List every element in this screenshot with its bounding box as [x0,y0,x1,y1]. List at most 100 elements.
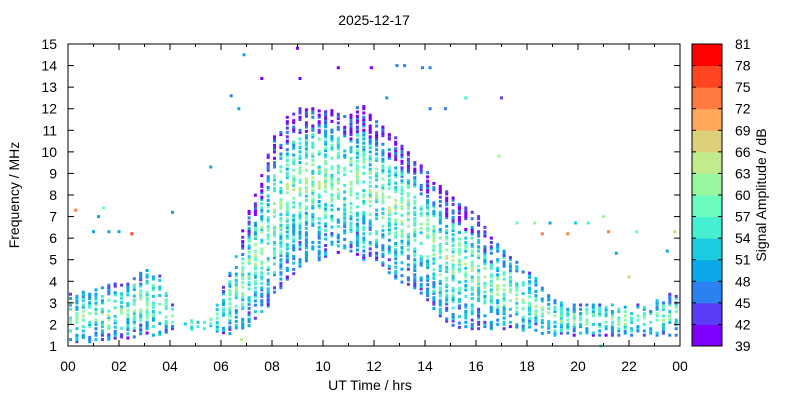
data-point [324,252,328,256]
data-point [368,243,372,247]
data-point [623,305,627,309]
data-point [145,303,149,307]
data-point [553,305,557,309]
data-point [343,222,347,226]
data-point [253,286,257,290]
data-point [253,232,257,236]
data-point [375,238,379,242]
isolated-data-point [229,94,233,98]
data-point [266,162,270,166]
data-point [304,239,308,243]
data-point [298,193,302,197]
data-point [477,221,481,225]
data-point [400,267,404,271]
data-point [171,320,174,324]
data-point [394,142,398,146]
data-point [247,324,251,328]
data-point [445,283,449,286]
data-point [432,246,436,250]
data-point [266,283,270,286]
data-point [330,195,334,199]
data-point [438,314,442,318]
data-point [260,251,264,255]
data-point [336,145,340,149]
data-point [406,153,410,157]
data-point [598,333,602,337]
data-point [559,331,563,335]
data-point [273,253,276,257]
data-point [279,264,283,268]
colorbar-tick-label: 39 [735,338,751,354]
data-point [273,210,276,214]
data-point [81,310,85,313]
data-point [285,154,289,158]
data-point [317,180,321,184]
data-point [311,200,315,203]
y-axis-label: Frequency / MHz [6,142,22,249]
data-point [171,303,174,307]
data-point [298,165,302,169]
data-point [253,316,257,320]
data-point [661,325,665,329]
data-point [477,271,481,275]
data-point [419,255,423,258]
data-point [508,284,512,288]
data-point [381,198,385,202]
data-point [317,182,321,186]
data-point [330,135,334,138]
data-point [400,146,404,150]
data-point [336,166,340,170]
data-point [324,215,328,219]
data-point [464,215,468,219]
data-point [362,193,366,197]
data-point [317,200,321,203]
data-point [432,209,436,213]
colorbar-tick-label: 81 [735,36,751,52]
data-point [381,211,385,215]
data-point [553,301,557,305]
data-point [349,193,353,197]
data-point [324,149,328,153]
x-tick-label: 00 [60,358,76,374]
data-point [470,303,474,307]
x-tick-label: 22 [621,358,637,374]
data-point [317,195,321,199]
data-point [387,165,391,169]
data-point [317,204,321,208]
data-point [464,279,468,283]
x-tick-label: 08 [264,358,280,374]
data-point [387,167,391,171]
data-point [400,168,404,172]
isolated-data-point [673,230,677,234]
data-point [304,214,308,217]
colorbar-segment [692,302,722,325]
data-point [362,232,366,236]
data-point [285,260,289,264]
data-point [228,319,232,323]
data-point [362,156,366,160]
data-point [464,273,468,277]
data-point [655,318,659,322]
data-point [387,249,391,253]
data-point [381,229,385,233]
data-point [368,113,372,117]
data-point [298,204,302,208]
data-point [655,312,659,316]
data-point [311,197,315,201]
data-point [94,322,98,326]
data-point [489,279,493,283]
data-point [349,113,353,117]
data-point [515,310,519,314]
data-point [253,273,257,277]
isolated-data-point [97,215,101,219]
data-point [413,264,417,268]
data-point [445,211,449,215]
data-point [362,105,366,109]
data-point [623,318,627,322]
data-point [260,262,264,266]
data-point [432,261,436,265]
data-point [126,284,130,288]
data-point [508,275,512,279]
data-point [604,314,608,318]
data-point [260,225,264,229]
